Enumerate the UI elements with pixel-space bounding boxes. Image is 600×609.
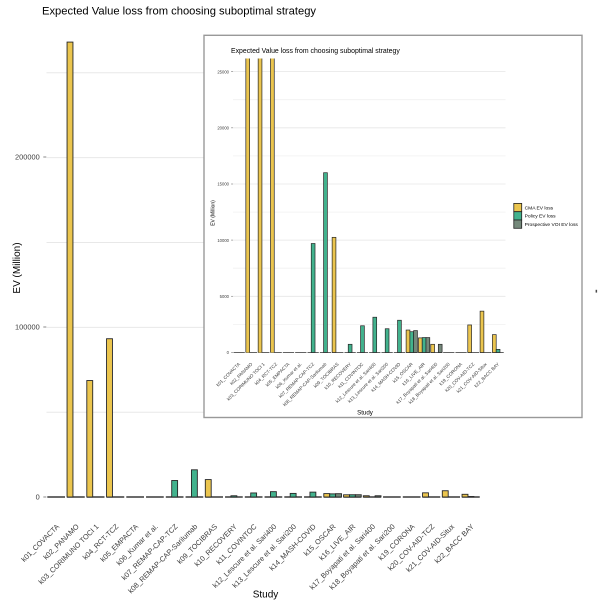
svg-text:20000: 20000 [217, 126, 229, 131]
svg-text:5000: 5000 [220, 294, 230, 299]
svg-text:Expected Value loss from choos: Expected Value loss from choosing subopt… [231, 48, 400, 55]
svg-text:25000: 25000 [217, 69, 229, 74]
svg-text:EV (Million): EV (Million) [211, 200, 217, 226]
svg-text:CMA EV loss: CMA EV loss [525, 205, 554, 211]
svg-text:Policy EV loss: Policy EV loss [525, 214, 557, 220]
svg-text:Prospective VOI EV loss: Prospective VOI EV loss [525, 222, 579, 228]
svg-text:200000: 200000 [15, 153, 40, 162]
svg-text:100000: 100000 [15, 323, 40, 332]
svg-text:Study: Study [357, 409, 374, 416]
svg-text:10000: 10000 [217, 238, 229, 243]
svg-text:Expected Value loss from choos: Expected Value loss from choosing subopt… [42, 6, 316, 18]
svg-text:15000: 15000 [217, 182, 229, 187]
svg-text:Study: Study [253, 590, 279, 601]
svg-text:EV (Million): EV (Million) [12, 242, 23, 293]
svg-text:0: 0 [36, 493, 40, 502]
